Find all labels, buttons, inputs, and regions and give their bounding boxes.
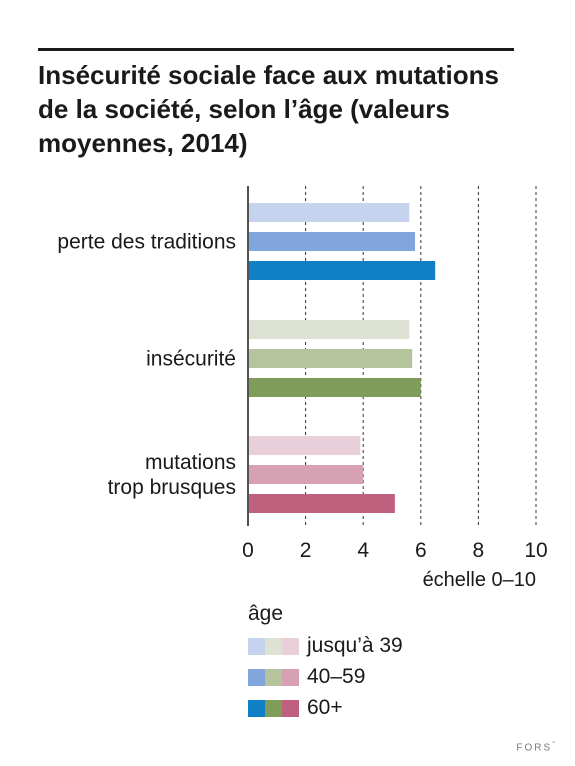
x-tick-label: 0 [242, 539, 254, 562]
bar [249, 203, 410, 222]
legend-swatch [248, 699, 265, 717]
category-label: mutations [145, 451, 236, 474]
category-label: insécurité [146, 348, 236, 371]
legend-swatch [248, 668, 265, 686]
bar [249, 378, 421, 397]
bar-chart: 0 2 4 6 8 10 échelle 0–10 perte des traditions i… [57, 186, 548, 591]
x-tick-label: 10 [524, 539, 547, 562]
category-label: perte des traditions [57, 231, 236, 254]
bar [249, 320, 410, 339]
x-tick-label: 8 [473, 539, 485, 562]
bar [249, 232, 416, 251]
x-tick-label: 2 [300, 539, 312, 562]
chart-title: Insécurité sociale face aux mutations de… [38, 60, 499, 158]
legend-label: 40–59 [307, 665, 366, 688]
footer-brand: FORS [516, 742, 553, 754]
legend-item: 60+ [248, 696, 343, 719]
legend-swatch [282, 668, 299, 686]
bar [249, 261, 436, 280]
legend-title: âge [248, 602, 284, 625]
bar [249, 465, 364, 484]
legend-swatch [265, 699, 282, 717]
x-tick-label: 4 [357, 539, 369, 562]
bar [249, 436, 361, 455]
legend-swatch [265, 637, 282, 655]
legend-label: jusqu’à 39 [307, 634, 403, 657]
legend-swatch [265, 668, 282, 686]
legend-swatch [282, 699, 299, 717]
legend-item: 40–59 [248, 665, 366, 688]
legend-swatch [248, 637, 265, 655]
bar [249, 494, 395, 513]
footer-logo: FORS° [516, 741, 557, 753]
x-axis-title: échelle 0–10 [423, 569, 536, 591]
x-tick-label: 6 [415, 539, 427, 562]
legend-label: 60+ [307, 696, 343, 719]
top-rule [38, 48, 514, 51]
category-label: trop brusques [108, 476, 236, 499]
bar [249, 349, 413, 368]
legend-swatch [282, 637, 299, 655]
footer-mark: ° [552, 741, 557, 748]
legend-item: jusqu’à 39 [248, 634, 403, 657]
